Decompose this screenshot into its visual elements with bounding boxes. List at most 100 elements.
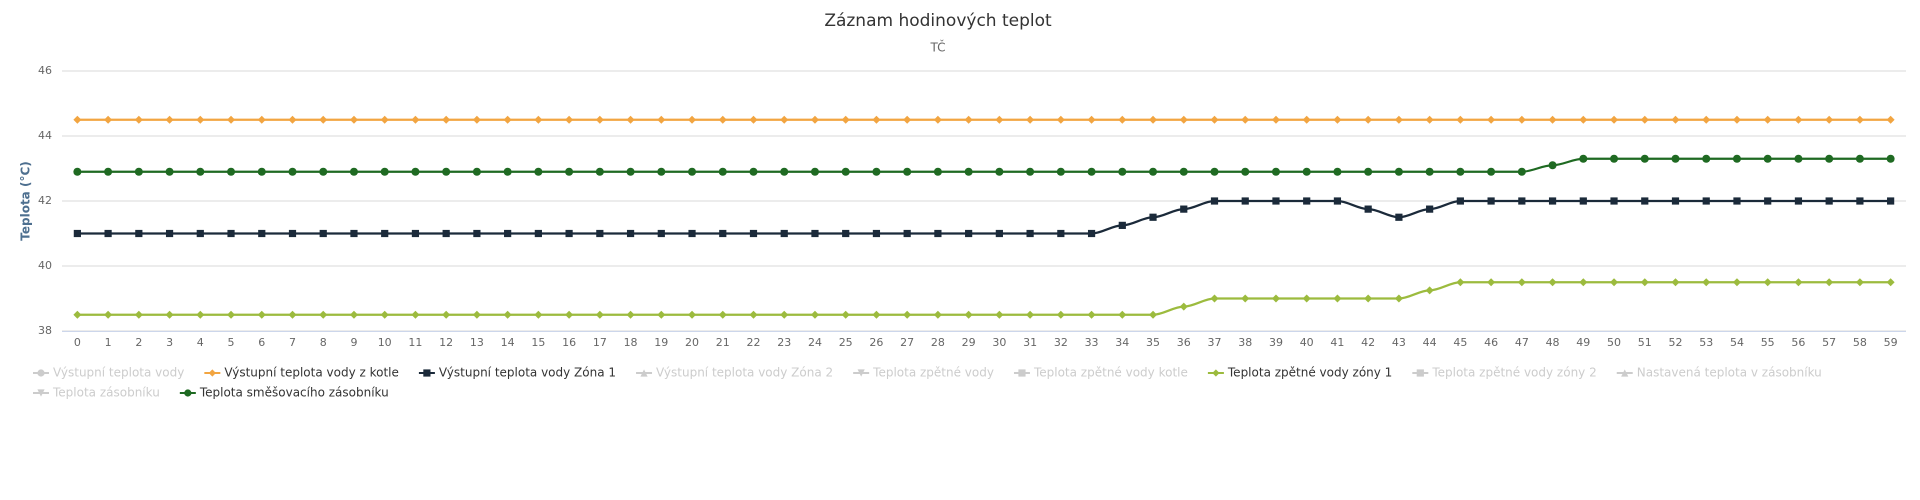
data-point [1456,197,1464,205]
legend-label: Výstupní teplota vody z kotle [224,366,399,380]
data-point [1825,115,1834,124]
data-point [73,229,81,238]
data-point [1425,286,1434,295]
data-point [1056,115,1065,124]
data-point [903,115,912,124]
data-point [1056,310,1065,319]
data-point [1763,278,1772,287]
x-tick-label: 22 [747,336,761,349]
legend-item[interactable]: Teplota zpětné vody zóny 2 [1412,366,1597,380]
x-tick-label: 41 [1330,336,1344,349]
data-point [626,229,635,238]
x-tick-label: 30 [992,336,1006,349]
data-point [319,310,328,319]
legend-symbol [1621,369,1629,377]
data-point [718,115,727,124]
data-point [1087,310,1096,319]
data-point [1026,310,1035,319]
data-point [1149,310,1158,319]
series-line [77,281,1891,316]
data-point [1302,294,1311,303]
data-point [780,167,789,176]
data-point [1702,115,1711,124]
data-point [1087,167,1096,176]
data-point [1057,229,1065,238]
data-point [1118,115,1127,124]
data-point [257,310,266,319]
data-point [1179,302,1188,311]
legend-item[interactable]: Výstupní teplota vody [33,366,184,380]
data-point [1702,154,1711,163]
data-point [442,229,450,238]
data-point [349,310,358,319]
legend-symbol [640,369,648,377]
x-tick-label: 50 [1607,336,1621,349]
data-point [1610,115,1619,124]
data-point [503,167,512,176]
x-tick-label: 5 [228,336,235,349]
data-point [1426,205,1434,213]
data-point [380,310,389,319]
data-point [134,167,143,176]
data-point [1794,154,1803,163]
legend-label: Výstupní teplota vody Zóna 1 [439,366,616,380]
legend-item[interactable]: Teplota zpětné vody [853,366,994,380]
data-point [288,229,297,238]
data-point [1456,278,1465,287]
data-point [165,115,174,124]
data-point [596,229,604,238]
data-point [1149,213,1157,221]
data-point [411,310,420,319]
legend-item[interactable]: Teplota zásobníku [33,386,160,400]
data-point [1610,278,1619,287]
data-point [442,310,451,319]
data-point [196,167,205,176]
legend-symbol [1212,369,1220,377]
data-point [196,115,205,124]
legend-label: Výstupní teplota vody [53,366,184,380]
data-point [1579,197,1587,205]
data-point [1241,115,1250,124]
data-point [1825,154,1834,163]
legend-item[interactable]: Výstupní teplota vody Zóna 2 [636,366,833,380]
data-point [1610,197,1618,205]
x-tick-label: 36 [1177,336,1191,349]
y-tick-label: 38 [38,324,52,337]
data-point [872,115,881,124]
legend-label: Teplota zpětné vody [872,366,994,380]
legend-item[interactable]: Výstupní teplota vody z kotle [204,366,399,380]
data-point [1210,294,1219,303]
data-point [534,229,542,238]
series-line [77,157,1891,173]
x-tick-label: 51 [1638,336,1652,349]
data-point [811,229,819,238]
x-tick-label: 8 [320,336,327,349]
legend-item[interactable]: Teplota zpětné vody kotle [1013,366,1188,380]
data-point [1794,115,1803,124]
data-point [565,229,573,238]
data-point [1548,115,1557,124]
data-point [534,167,543,176]
x-tick-label: 58 [1853,336,1867,349]
legend-symbol [857,369,865,377]
series-line [77,199,1891,235]
data-point [1640,154,1649,163]
data-point [1517,278,1526,287]
x-tick-label: 12 [439,336,453,349]
x-tick-label: 35 [1146,336,1160,349]
legend-item[interactable]: Výstupní teplota vody Zóna 1 [418,366,616,380]
legend-item[interactable]: Teplota směšovacího zásobníku [179,386,389,400]
data-point [1026,115,1035,124]
data-point [1732,115,1741,124]
x-tick-label: 39 [1269,336,1283,349]
data-point [258,229,266,238]
data-point [1271,167,1280,176]
data-point [1333,197,1342,205]
data-point [380,167,389,176]
legend-item[interactable]: Nastavená teplota v zásobníku [1616,366,1822,380]
y-tick-label: 42 [38,194,52,207]
data-point [1794,278,1803,287]
data-point [841,167,850,176]
data-point [1764,197,1772,205]
legend-item[interactable]: Teplota zpětné vody zóny 1 [1207,366,1392,380]
